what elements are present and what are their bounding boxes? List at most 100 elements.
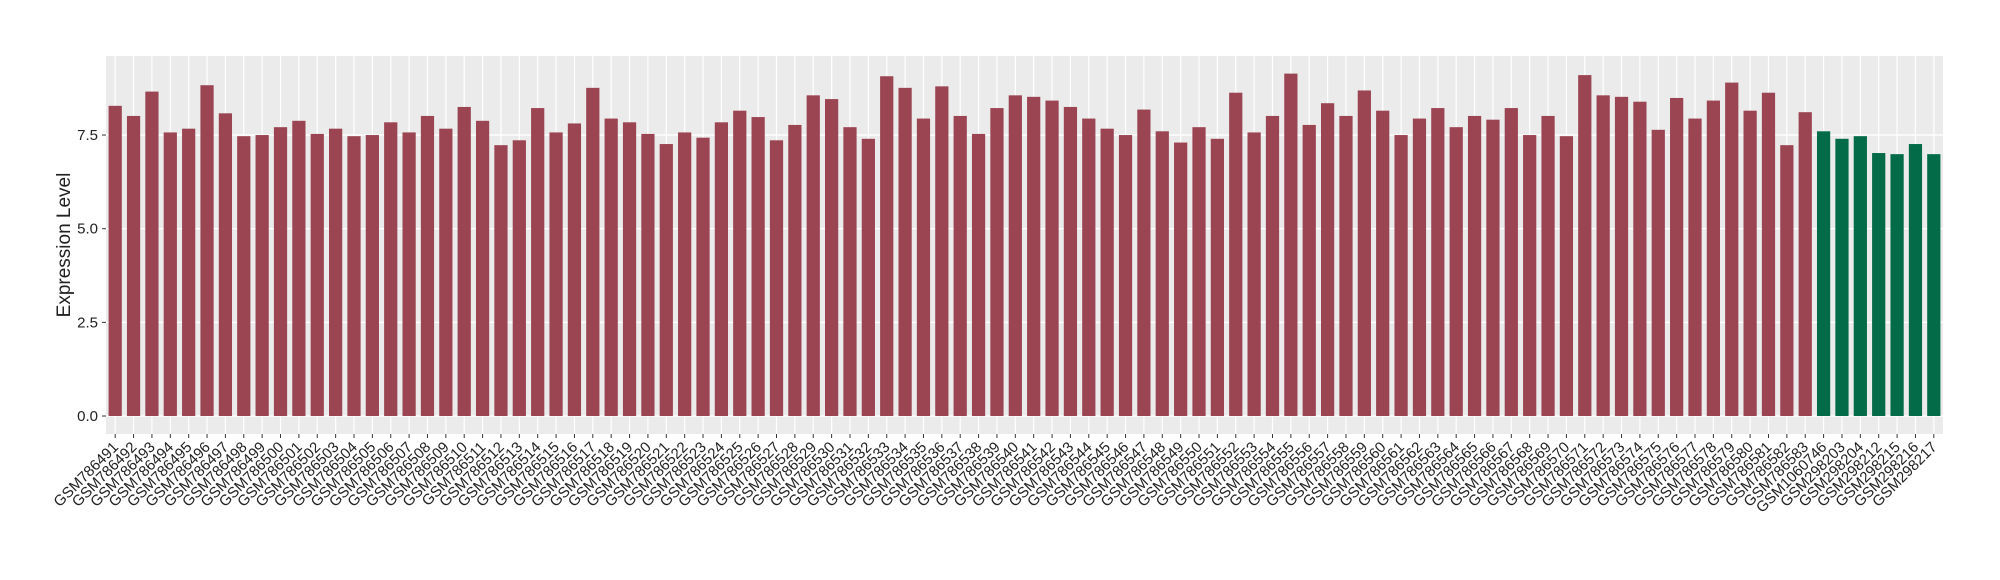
bar	[1449, 127, 1463, 417]
bar	[402, 132, 416, 417]
bar	[494, 145, 508, 417]
bar	[586, 87, 600, 417]
bar	[1633, 101, 1647, 417]
bar	[1192, 127, 1206, 417]
bar	[108, 105, 122, 417]
bar	[1082, 118, 1096, 417]
bar	[916, 118, 931, 417]
bar	[1320, 103, 1335, 417]
bar	[567, 123, 582, 417]
bar	[1688, 118, 1702, 417]
bar	[953, 115, 967, 417]
y-tick-label: 0.0	[77, 408, 98, 425]
bar	[1761, 92, 1776, 417]
bar	[1578, 75, 1592, 417]
bar	[1725, 82, 1739, 417]
bar	[971, 133, 986, 417]
bar	[1284, 73, 1298, 417]
bar	[1027, 96, 1041, 417]
bar	[1853, 136, 1867, 417]
bar	[255, 135, 269, 417]
bar	[678, 132, 692, 417]
bar	[1523, 135, 1537, 417]
bar	[1063, 106, 1078, 417]
bar	[1431, 108, 1445, 417]
bar	[237, 136, 251, 417]
bar	[439, 128, 453, 417]
bar	[512, 140, 526, 417]
bar	[1835, 138, 1849, 417]
bar	[347, 136, 361, 417]
bar	[1908, 144, 1923, 417]
bar	[1798, 112, 1812, 417]
bar	[843, 127, 857, 417]
bar	[861, 138, 875, 417]
bar	[1357, 90, 1371, 417]
bar	[1247, 132, 1261, 417]
bar	[1816, 131, 1831, 417]
bar	[365, 135, 379, 417]
bar	[218, 113, 233, 417]
bar	[1651, 129, 1665, 417]
bar	[126, 115, 141, 417]
bar	[825, 99, 839, 417]
bar	[641, 133, 655, 417]
bar	[1927, 154, 1941, 417]
bar	[200, 85, 214, 417]
bar	[310, 133, 324, 417]
bar	[1229, 92, 1243, 417]
bar	[549, 132, 563, 417]
y-tick-label: 2.5	[77, 314, 98, 331]
bar	[145, 91, 159, 417]
bar	[769, 140, 784, 417]
bar	[1743, 110, 1757, 417]
bar	[880, 76, 894, 417]
bar	[1504, 108, 1518, 417]
bar	[457, 106, 471, 417]
bar	[329, 128, 343, 417]
y-axis-title: Expression Level	[54, 173, 75, 318]
bar	[622, 122, 637, 417]
bar	[1670, 97, 1684, 417]
bar	[898, 87, 912, 417]
bar	[1412, 118, 1427, 417]
bar	[182, 128, 196, 417]
bar	[1486, 119, 1500, 417]
bar	[1137, 109, 1151, 417]
bar	[1302, 124, 1316, 417]
bar	[659, 144, 673, 417]
bar	[1559, 136, 1574, 417]
y-tick-label: 5.0	[77, 221, 98, 238]
bar	[1394, 135, 1408, 417]
bar	[604, 118, 618, 417]
bar	[1008, 95, 1022, 417]
bar	[1614, 96, 1629, 417]
bar	[1890, 154, 1904, 417]
bar	[1467, 115, 1482, 417]
bar	[806, 95, 820, 417]
bar	[1118, 135, 1133, 417]
bar	[1780, 145, 1794, 417]
bar	[788, 124, 802, 417]
bar	[1210, 138, 1224, 417]
bar	[751, 117, 765, 417]
bar	[1541, 115, 1555, 417]
bar	[292, 120, 306, 417]
bar	[475, 120, 490, 417]
bar	[1376, 110, 1390, 417]
plot-panel	[106, 56, 1943, 434]
bar	[273, 127, 288, 417]
bar	[935, 86, 949, 417]
bar	[420, 115, 435, 417]
bar	[1339, 115, 1353, 417]
bar	[163, 132, 177, 417]
bar	[1100, 128, 1114, 417]
bar	[990, 108, 1004, 417]
bar	[1706, 100, 1720, 417]
bar	[696, 137, 710, 417]
bar	[714, 122, 729, 417]
bar	[1174, 142, 1188, 417]
bar	[1045, 100, 1059, 417]
bar	[531, 108, 545, 417]
